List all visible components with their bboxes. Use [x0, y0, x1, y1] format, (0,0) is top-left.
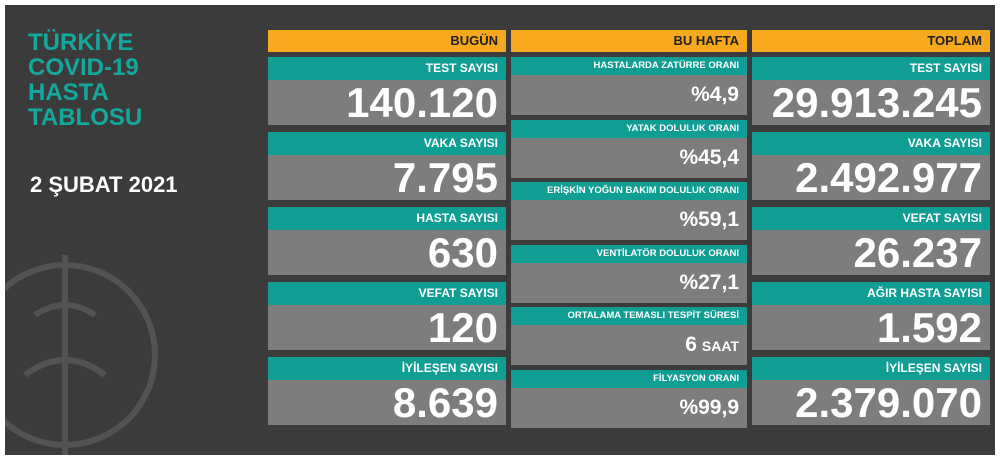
stat-label: HASTA SAYISI: [268, 207, 506, 230]
column: BU HAFTA HASTALARDA ZATÜRRE ORANI %4,9 YATA…: [511, 30, 747, 430]
stat-row: HASTA SAYISI 630: [268, 207, 506, 275]
stat-row: AĞIR HASTA SAYISI 1.592: [752, 282, 990, 350]
stat-value: 140.120: [346, 79, 498, 126]
stat-value: 26.237: [853, 229, 982, 276]
stat-label: VAKA SAYISI: [268, 132, 506, 155]
stat-value-box: 140.120: [268, 80, 506, 125]
stat-label: VAKA SAYISI: [752, 132, 990, 155]
title: TÜRKİYE COVID-19 HASTA TABLOSU: [28, 30, 142, 130]
stat-label: İYİLEŞEN SAYISI: [752, 357, 990, 380]
stat-value: %45,4: [679, 145, 739, 169]
stat-value: 2.379.070: [795, 379, 982, 426]
stat-value-box: %45,4: [511, 137, 747, 178]
stat-value-box: 630: [268, 230, 506, 275]
stat-label: ERİŞKİN YOĞUN BAKIM DOLULUK ORANI: [511, 182, 747, 200]
stat-row: İYİLEŞEN SAYISI 2.379.070: [752, 357, 990, 425]
stat-label: VENTİLATÖR DOLULUK ORANI: [511, 244, 747, 263]
stat-label: İYİLEŞEN SAYISI: [268, 357, 506, 380]
stat-label: YATAK DOLULUK ORANI: [511, 119, 747, 138]
stat-label: AĞIR HASTA SAYISI: [752, 282, 990, 305]
stat-row: VEFAT SAYISI 26.237: [752, 207, 990, 275]
stat-value-box: %4,9: [511, 75, 747, 115]
column-header: BU HAFTA: [511, 30, 747, 52]
stat-row: VAKA SAYISI 2.492.977: [752, 132, 990, 200]
stat-label: TEST SAYISI: [268, 57, 506, 80]
stat-value: %4,9: [691, 83, 739, 106]
stat-value-box: 26.237: [752, 230, 990, 275]
stat-value: %99,9: [679, 395, 739, 419]
stat-label: FİLYASYON ORANI: [511, 369, 747, 388]
title-line: TÜRKİYE: [28, 29, 134, 56]
stat-value-box: %59,1: [511, 200, 747, 240]
stat-value-box: 8.639: [268, 380, 506, 425]
column-header: TOPLAM: [752, 30, 990, 52]
stat-value-box: 2.492.977: [752, 155, 990, 200]
stat-label: HASTALARDA ZATÜRRE ORANI: [511, 57, 747, 75]
stat-value-box: 2.379.070: [752, 380, 990, 425]
stat-label: VEFAT SAYISI: [268, 282, 506, 305]
stat-label: VEFAT SAYISI: [752, 207, 990, 230]
stat-label: ORTALAMA TEMASLI TESPİT SÜRESİ: [511, 307, 747, 325]
title-line: TABLOSU: [28, 104, 143, 131]
stat-value: 8.639: [392, 379, 498, 426]
stat-value: 630: [427, 229, 498, 276]
stat-value: 2.492.977: [795, 154, 982, 201]
stat-unit: SAAT: [701, 338, 739, 354]
stat-value: 1.592: [876, 304, 982, 351]
column: BUGÜN TEST SAYISI 140.120 VAKA SAYISI 7.795 H…: [268, 30, 506, 430]
stat-value-box: 1.592: [752, 305, 990, 350]
stat-value-box: %99,9: [511, 387, 747, 428]
stat-row: VAKA SAYISI 7.795: [268, 132, 506, 200]
column-header: BUGÜN: [268, 30, 506, 52]
stat-row: İYİLEŞEN SAYISI 8.639: [268, 357, 506, 425]
emblem: [5, 255, 158, 455]
stat-value: 120: [427, 304, 498, 351]
stat-row: TEST SAYISI 140.120: [268, 57, 506, 125]
stat-row: TEST SAYISI 29.913.245: [752, 57, 990, 125]
stat-value-box: 7.795: [268, 155, 506, 200]
stat-row: ERİŞKİN YOĞUN BAKIM DOLULUK ORANI %59,1: [511, 182, 747, 240]
stat-value: 7.795: [392, 154, 498, 201]
stat-value: %59,1: [679, 208, 739, 231]
stat-value: %27,1: [679, 270, 739, 294]
stat-value-box: 6 SAAT: [511, 325, 747, 365]
stat-row: FİLYASYON ORANI %99,9: [511, 369, 747, 428]
column: TOPLAM TEST SAYISI 29.913.245 VAKA SAYISI 2.…: [752, 30, 990, 430]
stat-value-box: 29.913.245: [752, 80, 990, 125]
title-line: COVID-19: [28, 54, 139, 81]
date: 2 ŞUBAT 2021: [30, 172, 178, 197]
stat-value-box: 120: [268, 305, 506, 350]
stat-row: YATAK DOLULUK ORANI %45,4: [511, 119, 747, 178]
stat-value: 6: [685, 333, 697, 356]
stat-value: 29.913.245: [771, 79, 982, 126]
stat-row: ORTALAMA TEMASLI TESPİT SÜRESİ 6 SAAT: [511, 307, 747, 365]
stat-row: HASTALARDA ZATÜRRE ORANI %4,9: [511, 57, 747, 115]
stat-value-box: %27,1: [511, 262, 747, 303]
title-line: HASTA: [28, 79, 109, 106]
stat-row: VENTİLATÖR DOLULUK ORANI %27,1: [511, 244, 747, 303]
stat-label: TEST SAYISI: [752, 57, 990, 80]
stat-row: VEFAT SAYISI 120: [268, 282, 506, 350]
